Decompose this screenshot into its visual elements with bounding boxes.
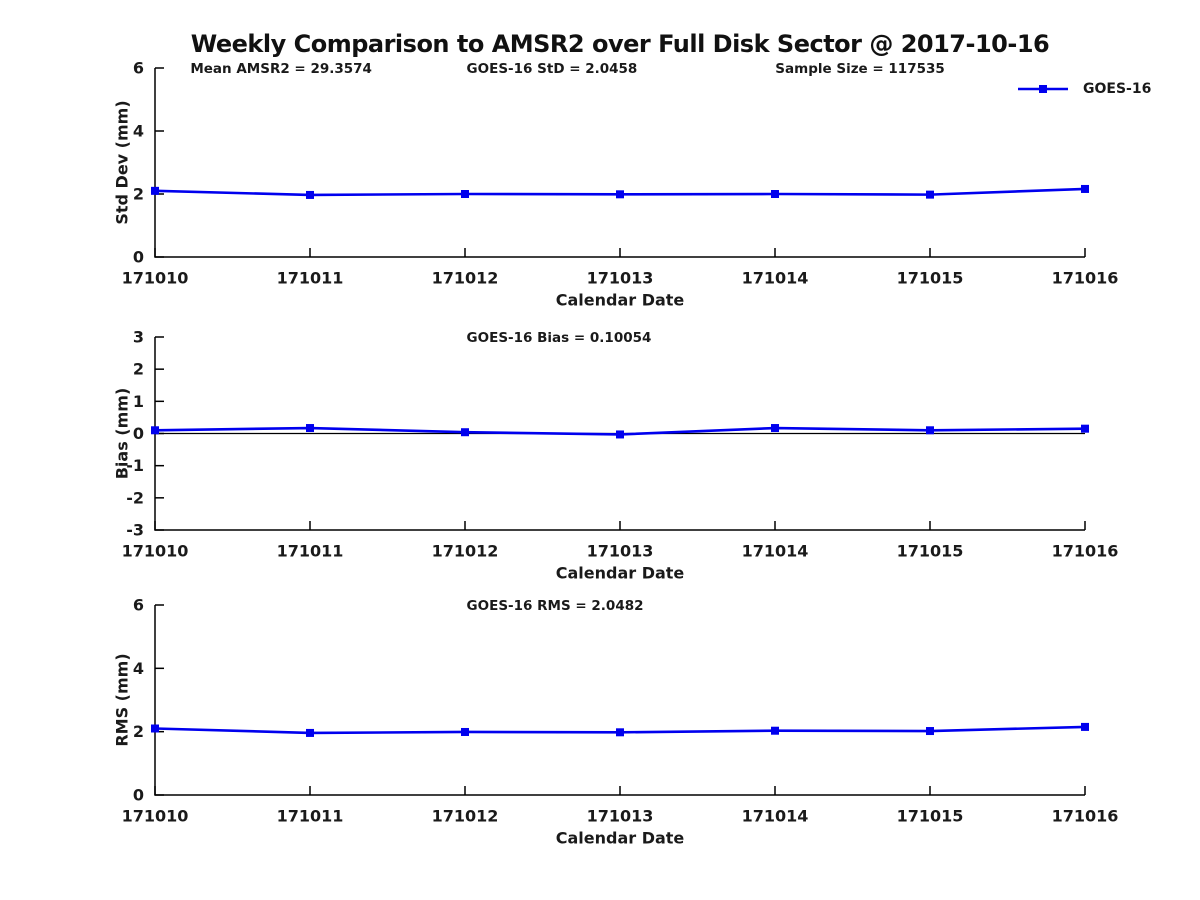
x-tick-label: 171011 <box>277 269 344 288</box>
rms-chart: 0 2 4 6 171010 171011 171012 171013 171014 171015… <box>113 596 1119 848</box>
y-tick-label: 0 <box>133 424 144 443</box>
annotation-goes16-rms: GOES-16 RMS = 2.0482 <box>467 598 644 614</box>
x-axis-label: Calendar Date <box>556 564 685 583</box>
goes16-marker <box>926 426 934 435</box>
goes16-marker <box>771 726 779 735</box>
y-axis-label: Bias (mm) <box>113 388 132 480</box>
x-axis-label: Calendar Date <box>556 291 685 310</box>
annotation-mean-amsr2: Mean AMSR2 = 29.3574 <box>190 61 372 77</box>
goes16-marker <box>1081 722 1089 731</box>
x-tick-label: 171016 <box>1052 269 1119 288</box>
x-tick-label: 171014 <box>742 542 809 561</box>
x-axis-label: Calendar Date <box>556 829 685 848</box>
x-tick-label: 171014 <box>742 807 809 826</box>
x-tick-label: 171015 <box>897 807 964 826</box>
goes16-marker <box>151 426 159 435</box>
x-tick-label: 171016 <box>1052 807 1119 826</box>
y-tick-label: 2 <box>133 185 144 204</box>
goes16-marker <box>306 190 314 199</box>
legend-marker <box>1039 85 1047 93</box>
bias-chart: 3 2 1 0 -1 -2 -3 171010 171011 171012 171013 171014… <box>113 328 1119 583</box>
goes16-marker <box>461 190 469 198</box>
axes-spines <box>154 605 1085 796</box>
x-tick-label: 171010 <box>122 542 189 561</box>
annotation-sample-size: Sample Size = 117535 <box>775 61 944 77</box>
goes16-marker <box>926 727 934 736</box>
goes16-marker <box>461 727 469 736</box>
legend-label: GOES-16 <box>1083 81 1151 97</box>
legend: GOES-16 <box>1018 81 1151 97</box>
x-tick-label: 171011 <box>277 807 344 826</box>
x-tick-label: 171013 <box>587 269 654 288</box>
x-tick-label: 171014 <box>742 269 809 288</box>
axes-spines <box>154 68 1085 258</box>
goes16-marker <box>151 724 159 733</box>
y-tick-label: -1 <box>126 456 144 475</box>
y-tick-label: 0 <box>133 786 144 805</box>
x-tick-label: 171010 <box>122 807 189 826</box>
goes16-marker <box>1081 424 1089 433</box>
y-tick-label: 3 <box>133 328 144 347</box>
goes16-marker <box>771 424 779 433</box>
y-tick-label: 4 <box>133 122 144 141</box>
goes16-marker <box>616 728 624 737</box>
x-tick-label: 171013 <box>587 542 654 561</box>
x-tick-label: 171012 <box>432 542 499 561</box>
goes16-marker <box>306 728 314 737</box>
y-tick-label: 1 <box>133 392 144 411</box>
y-axis-label: Std Dev (mm) <box>113 100 132 224</box>
y-axis-label: RMS (mm) <box>113 653 132 746</box>
goes16-marker <box>616 430 624 439</box>
goes16-marker <box>616 190 624 199</box>
x-tick-label: 171013 <box>587 807 654 826</box>
x-tick-label: 171011 <box>277 542 344 561</box>
goes16-marker <box>306 424 314 433</box>
goes16-marker <box>1081 184 1089 193</box>
y-tick-label: 0 <box>133 248 144 267</box>
goes16-marker <box>151 186 159 195</box>
x-tick-label: 171016 <box>1052 542 1119 561</box>
goes16-marker <box>461 428 469 437</box>
x-tick-label: 171010 <box>122 269 189 288</box>
y-tick-label: 2 <box>133 360 144 379</box>
y-tick-label: 6 <box>133 596 144 615</box>
goes16-marker <box>771 190 779 198</box>
y-tick-label: -3 <box>126 521 144 540</box>
annotation-goes16-bias: GOES-16 Bias = 0.10054 <box>467 330 652 346</box>
x-tick-label: 171015 <box>897 542 964 561</box>
annotation-goes16-std: GOES-16 StD = 2.0458 <box>467 61 638 77</box>
x-tick-label: 171015 <box>897 269 964 288</box>
figure-title: Weekly Comparison to AMSR2 over Full Dis… <box>190 30 1050 58</box>
y-tick-label: 6 <box>133 59 144 78</box>
y-tick-label: 4 <box>133 659 144 678</box>
y-tick-label: 2 <box>133 722 144 741</box>
goes16-marker <box>926 190 934 199</box>
stddev-chart: 0 2 4 6 171010 171011 171012 171013 171014 171015… <box>113 59 1152 310</box>
x-tick-label: 171012 <box>432 807 499 826</box>
x-tick-label: 171012 <box>432 269 499 288</box>
y-tick-label: -2 <box>126 488 144 507</box>
